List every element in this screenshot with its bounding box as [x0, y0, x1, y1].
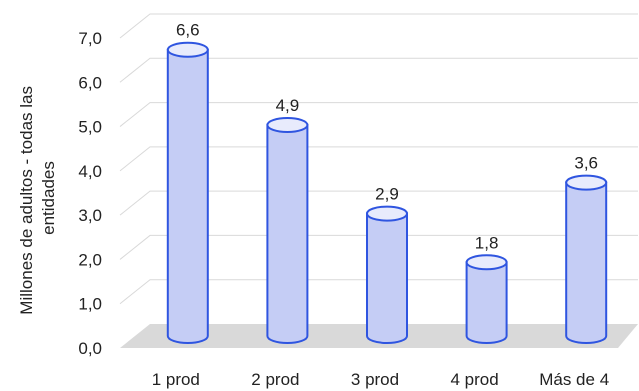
bar-body — [565, 181, 608, 344]
gridline — [119, 234, 638, 260]
bar-top — [266, 117, 309, 133]
bar-body — [465, 261, 508, 344]
y-axis-title-line-1: Millones de adultos - todas las — [17, 86, 36, 315]
data-label: 4,9 — [276, 96, 300, 115]
bar-top — [565, 174, 608, 191]
x-category-label: 3 prod — [351, 370, 399, 389]
bar-body — [366, 212, 408, 344]
x-category-label: 1 prod — [152, 370, 200, 389]
gridline — [119, 190, 638, 216]
bar — [565, 174, 608, 344]
y-tick-label: 2,0 — [78, 250, 102, 269]
y-tick-label: 7,0 — [78, 29, 102, 48]
data-label: 6,6 — [176, 21, 200, 40]
data-label: 2,9 — [375, 185, 399, 204]
bar-body — [166, 48, 209, 344]
y-tick-label: 3,0 — [78, 206, 102, 225]
bar-top — [465, 254, 508, 271]
data-label: 1,8 — [475, 233, 499, 252]
y-tick-label: 5,0 — [78, 118, 102, 137]
x-category-label: 4 prod — [450, 370, 498, 389]
data-label: 3,6 — [574, 154, 598, 173]
bar — [266, 117, 309, 344]
x-category-label: 2 prod — [251, 370, 299, 389]
bar — [366, 205, 408, 344]
y-tick-label: 6,0 — [78, 73, 102, 92]
bar-top — [166, 41, 209, 58]
y-axis-title: Millones de adultos - todas las entidade… — [17, 81, 58, 314]
y-tick-label: 0,0 — [78, 339, 102, 358]
bar — [465, 254, 508, 344]
bar — [166, 41, 209, 344]
gridline — [119, 57, 638, 83]
x-category-label: Más de 4 — [539, 370, 609, 389]
y-tick-label: 1,0 — [78, 295, 102, 314]
gridline — [119, 102, 638, 127]
gridline — [119, 13, 638, 39]
bar-body — [266, 124, 309, 344]
bar-top — [366, 205, 408, 222]
y-axis-title-line-2: entidades — [39, 161, 58, 235]
gridline — [119, 146, 638, 172]
y-tick-label: 4,0 — [78, 162, 102, 181]
